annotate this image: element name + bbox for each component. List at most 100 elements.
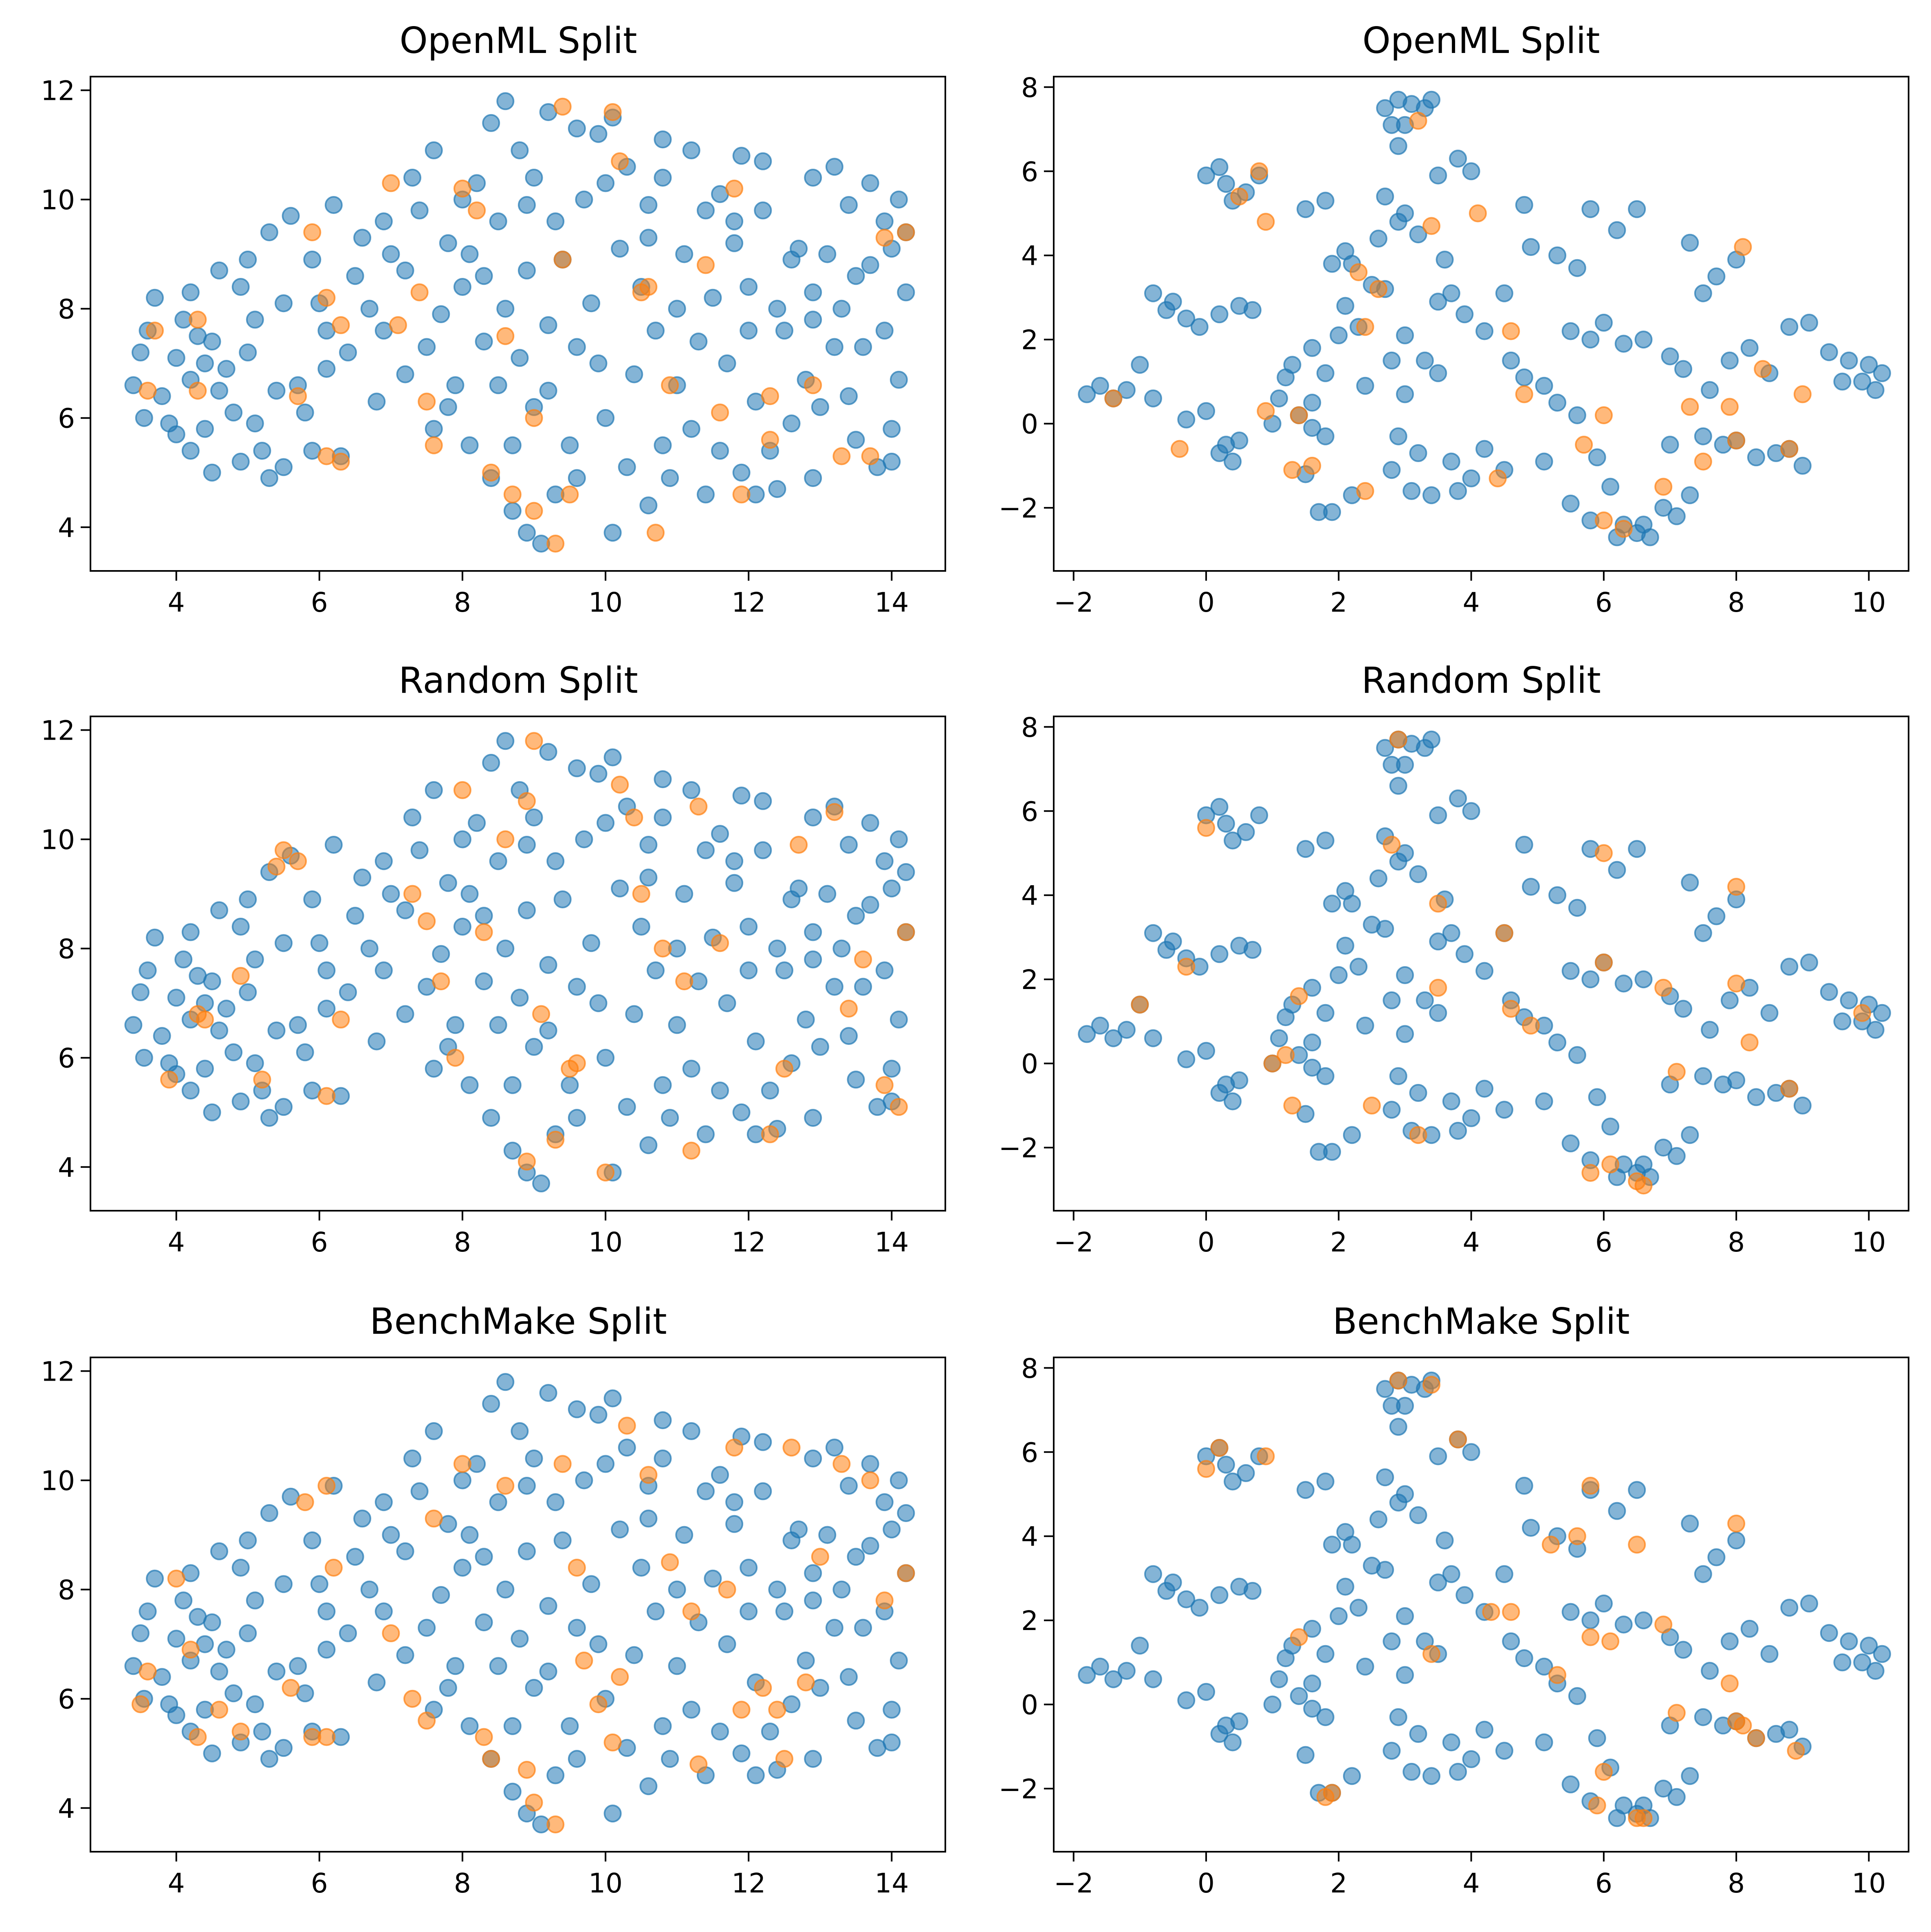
data-point	[1316, 192, 1334, 210]
data-point	[1237, 1464, 1255, 1482]
data-point	[418, 1712, 436, 1730]
data-point	[553, 1455, 572, 1473]
data-point	[353, 868, 372, 887]
data-point	[1628, 1535, 1646, 1554]
data-point	[1601, 1155, 1620, 1174]
data-point	[196, 1010, 214, 1029]
data-point	[1442, 1733, 1460, 1751]
data-point	[503, 1782, 522, 1801]
data-point	[1594, 1594, 1613, 1613]
panel-title: Random Split	[1361, 659, 1601, 701]
data-point	[425, 141, 443, 159]
data-point	[689, 1755, 708, 1773]
data-point	[725, 212, 744, 231]
data-point	[1634, 330, 1653, 349]
data-point	[1469, 204, 1487, 222]
data-point	[618, 1098, 636, 1116]
data-point	[861, 447, 879, 465]
data-point	[1495, 1742, 1513, 1760]
data-point	[1396, 1397, 1414, 1415]
x-tick-label: 10	[588, 587, 623, 618]
data-point	[1217, 436, 1235, 454]
data-point	[418, 392, 436, 411]
data-point	[1780, 318, 1799, 336]
data-point	[1727, 1071, 1746, 1089]
data-point	[668, 1016, 686, 1034]
data-point	[517, 1542, 536, 1560]
data-point	[568, 1750, 586, 1768]
data-point	[597, 174, 615, 192]
x-tick-label: 4	[168, 1227, 185, 1258]
data-point	[482, 1109, 500, 1127]
data-point	[139, 381, 157, 400]
data-point	[553, 890, 572, 908]
data-point	[196, 420, 214, 438]
x-tick-label: 8	[454, 1227, 471, 1258]
data-point	[539, 381, 557, 400]
data-point	[639, 278, 658, 296]
data-point	[475, 972, 493, 991]
data-point	[131, 1695, 150, 1714]
data-point	[647, 961, 665, 980]
data-point	[1330, 1607, 1348, 1625]
data-point	[1356, 377, 1374, 395]
data-point	[517, 261, 536, 280]
x-tick-label: 6	[311, 1868, 328, 1899]
data-point	[675, 245, 694, 263]
data-point	[167, 425, 185, 443]
data-point	[503, 1076, 522, 1094]
data-point	[453, 278, 471, 296]
data-point	[1422, 90, 1440, 109]
data-point	[1495, 1101, 1513, 1119]
data-point	[1389, 1067, 1407, 1085]
data-point	[754, 152, 772, 170]
data-point	[782, 890, 801, 908]
data-point	[568, 338, 586, 356]
data-point	[1462, 1750, 1480, 1768]
data-point	[668, 300, 686, 318]
data-point	[704, 289, 722, 307]
data-point	[1210, 1586, 1229, 1604]
data-point	[661, 1553, 679, 1571]
series-test	[139, 97, 915, 553]
data-point	[339, 343, 357, 361]
data-point	[804, 1109, 822, 1127]
data-point	[1866, 1021, 1885, 1039]
data-point	[1588, 1729, 1606, 1747]
y-tick-label: 2	[1021, 1605, 1038, 1637]
data-point	[217, 360, 236, 378]
data-point	[1164, 293, 1182, 311]
data-point	[1581, 330, 1600, 349]
data-point	[446, 1049, 465, 1067]
data-point	[418, 912, 436, 930]
x-tick-label: 6	[1595, 1227, 1612, 1258]
data-point	[725, 1493, 744, 1511]
data-point	[1720, 351, 1739, 370]
data-point	[346, 267, 364, 285]
data-point	[1416, 991, 1434, 1009]
data-point	[468, 814, 486, 832]
data-point	[332, 452, 350, 471]
data-point	[725, 1439, 744, 1457]
data-point	[124, 1016, 143, 1034]
data-point	[453, 781, 471, 799]
data-point	[797, 1010, 815, 1029]
data-point	[539, 1021, 557, 1040]
data-point	[875, 322, 894, 340]
data-point	[346, 1548, 364, 1566]
data-point	[804, 469, 822, 487]
data-point	[1568, 899, 1586, 917]
data-point	[1197, 819, 1215, 837]
x-tick-label: 10	[588, 1227, 623, 1258]
data-point	[1144, 1029, 1162, 1047]
data-point	[396, 261, 414, 280]
data-point	[217, 1641, 236, 1659]
data-point	[1277, 368, 1295, 387]
data-point	[131, 343, 150, 361]
data-point	[1383, 1632, 1401, 1650]
data-point	[453, 830, 471, 848]
data-point	[1270, 1670, 1288, 1688]
data-point	[1409, 1126, 1427, 1144]
data-point	[1422, 1767, 1440, 1785]
data-point	[1429, 166, 1447, 185]
